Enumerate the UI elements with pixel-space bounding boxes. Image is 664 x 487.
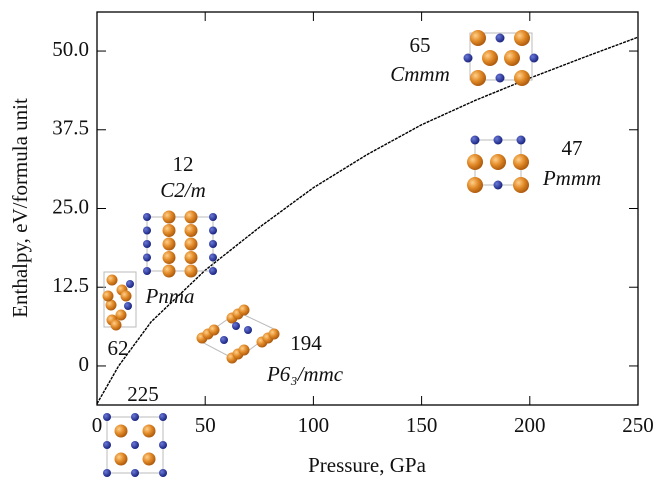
structure-label: Cmmm xyxy=(390,62,450,86)
structure-label: P6₃/mmc xyxy=(266,362,344,386)
atom xyxy=(209,213,217,221)
y-tick-label: 12.5 xyxy=(52,273,89,297)
structure-label: 225 xyxy=(127,382,159,406)
atom xyxy=(103,413,111,421)
atom xyxy=(463,53,473,63)
atom xyxy=(143,240,151,248)
atom xyxy=(114,424,128,438)
atom xyxy=(493,180,503,190)
structure-label: Pmmm xyxy=(542,166,601,190)
y-tick-label: 37.5 xyxy=(52,116,89,140)
atom xyxy=(142,424,156,438)
structure-label: 62 xyxy=(108,336,129,360)
x-tick-label: 200 xyxy=(514,413,546,437)
structure-label: Pnma xyxy=(145,284,195,308)
atom xyxy=(124,302,132,310)
atom xyxy=(513,154,529,170)
y-tick-label: 0 xyxy=(79,352,90,376)
atom xyxy=(159,441,167,449)
atom xyxy=(504,50,520,66)
y-tick-label: 25.0 xyxy=(52,194,89,218)
atom xyxy=(184,251,198,264)
atom xyxy=(495,33,505,43)
structure-label: 12 xyxy=(173,152,194,176)
cell-box xyxy=(146,216,214,272)
atom xyxy=(102,290,114,302)
atom xyxy=(114,452,128,466)
atom xyxy=(184,237,198,251)
atom xyxy=(220,336,228,344)
atom xyxy=(162,264,176,278)
atom xyxy=(514,30,530,46)
atom xyxy=(162,237,176,251)
y-axis-label: Enthalpy, eV/formula unit xyxy=(8,98,32,318)
x-tick-label: 100 xyxy=(298,413,330,437)
atom xyxy=(110,319,122,331)
y-tick-label: 50.0 xyxy=(52,37,89,61)
structure-label: 194 xyxy=(290,331,322,355)
structure-label: C2/m xyxy=(160,178,206,202)
atom xyxy=(159,469,167,477)
atom xyxy=(470,70,486,86)
atom xyxy=(184,210,198,224)
structure-label: 65 xyxy=(410,33,431,57)
atom xyxy=(208,324,220,336)
atom xyxy=(467,177,483,193)
atom xyxy=(268,328,280,340)
atom xyxy=(103,441,111,449)
atom xyxy=(143,267,151,275)
atom xyxy=(482,50,498,66)
atom xyxy=(106,274,118,286)
atom xyxy=(162,224,176,237)
atom xyxy=(143,213,151,221)
atom xyxy=(490,154,506,170)
atom xyxy=(209,240,217,248)
structure-label: 47 xyxy=(562,136,583,160)
x-tick-label: 0 xyxy=(92,413,103,437)
atom xyxy=(142,452,156,466)
atom xyxy=(103,469,111,477)
atom xyxy=(529,53,539,63)
atom xyxy=(162,251,176,264)
atom xyxy=(244,326,252,334)
atom xyxy=(470,135,480,145)
atom xyxy=(467,154,483,170)
atom xyxy=(238,304,250,316)
atom xyxy=(143,253,151,262)
atom xyxy=(209,226,217,235)
x-tick-label: 50 xyxy=(195,413,216,437)
plot-frame xyxy=(96,11,639,406)
atom xyxy=(470,30,486,46)
atom xyxy=(126,280,134,288)
x-tick-label: 150 xyxy=(406,413,438,437)
atom xyxy=(184,224,198,237)
x-axis-label: Pressure, GPa xyxy=(308,453,426,477)
atom xyxy=(131,469,139,477)
atom xyxy=(115,309,127,321)
x-tick-label: 250 xyxy=(622,413,654,437)
atom xyxy=(495,73,505,83)
atom xyxy=(162,210,176,224)
atom xyxy=(238,344,250,356)
atom xyxy=(493,135,503,145)
atom xyxy=(184,264,198,278)
atom xyxy=(209,267,217,275)
atom xyxy=(513,177,529,193)
atom xyxy=(120,290,132,302)
atom xyxy=(159,413,167,421)
atom xyxy=(143,226,151,235)
atom xyxy=(209,253,217,262)
atom xyxy=(131,441,139,449)
atom xyxy=(105,299,117,311)
atom xyxy=(232,322,240,330)
atom xyxy=(131,413,139,421)
atom xyxy=(516,135,526,145)
atom xyxy=(514,70,530,86)
enthalpy-line xyxy=(96,36,639,405)
